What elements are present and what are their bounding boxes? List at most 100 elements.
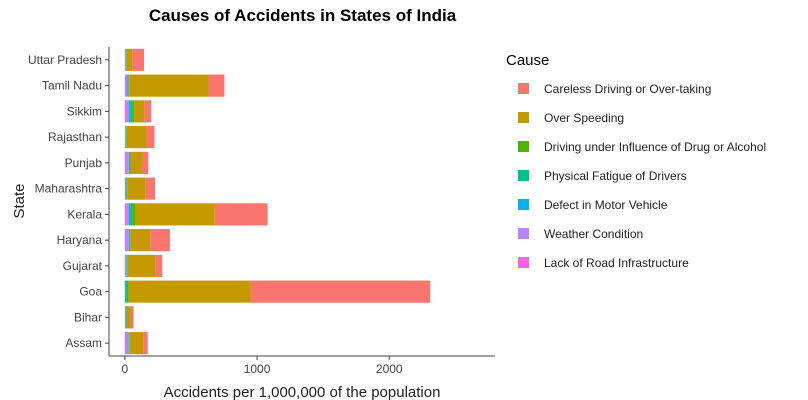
legend-item[interactable]: Defect in Motor Vehicle (506, 190, 766, 219)
bar-assam-series-4 (129, 332, 130, 355)
bar-punjab-series-0 (124, 151, 126, 174)
legend-swatch (518, 199, 529, 210)
y-tick-label: Punjab (65, 156, 103, 170)
legend-swatch (518, 228, 529, 239)
legend-swatch (518, 83, 529, 94)
y-tick-label: Gujarat (63, 259, 103, 273)
bar-uttar-pradesh-series-5 (126, 48, 133, 71)
bar-punjab-series-4 (129, 151, 131, 174)
legend-label: Driving under Influence of Drug or Alcoh… (544, 139, 767, 154)
y-tick-label: Tamil Nadu (42, 79, 102, 93)
bar-tamil-nadu-series-6 (208, 74, 225, 97)
bar-maharashtra-series-4 (126, 177, 128, 200)
bar-punjab-series-5 (130, 151, 143, 174)
x-tick-label: 0 (122, 362, 129, 376)
bar-tamil-nadu-series-1 (125, 74, 128, 97)
bar-assam-series-1 (125, 332, 129, 355)
bar-bihar-series-6 (130, 306, 134, 329)
y-tick-label: Bihar (74, 310, 102, 324)
legend-item[interactable]: Lack of Road Infrastructure (506, 248, 766, 277)
bar-gujarat-series-1 (124, 254, 127, 277)
y-tick-label: Haryana (57, 233, 103, 247)
bar-haryana-series-5 (130, 229, 151, 252)
axes-group: Assam Bihar Goa Gujarat Haryana Kerala Maharas… (28, 47, 495, 376)
legend-item[interactable]: Weather Condition (506, 219, 766, 248)
legend-swatch (518, 257, 529, 268)
y-tick-label: Kerala (67, 207, 102, 221)
bar-punjab-series-6 (142, 151, 149, 174)
bar-kerala-series-5 (135, 203, 215, 226)
bar-tamil-nadu-series-5 (129, 74, 209, 97)
bar-rajasthan-series-4 (126, 126, 127, 149)
bar-punjab-series-2 (128, 151, 130, 174)
legend-label: Careless Driving or Over-taking (544, 81, 712, 96)
legend-item[interactable]: Over Speeding (506, 103, 766, 132)
bar-tamil-nadu-series-0 (124, 74, 126, 97)
chart-title: Causes of Accidents in States of India (148, 6, 457, 25)
bar-uttar-pradesh-series-1 (124, 48, 126, 71)
bar-goa-series-4 (126, 280, 129, 303)
bar-haryana-series-2 (128, 229, 130, 252)
bar-sikkim-series-6 (144, 100, 152, 123)
bar-assam-series-6 (143, 332, 148, 355)
bar-tamil-nadu-series-4 (128, 74, 130, 97)
bar-gujarat-series-6 (155, 254, 163, 277)
bar-haryana-series-0 (124, 229, 126, 252)
bar-assam-series-2 (128, 332, 129, 355)
y-tick-label: Rajasthan (48, 130, 102, 144)
bar-rajasthan-series-6 (146, 126, 155, 149)
legend-label: Weather Condition (544, 226, 644, 241)
x-tick-label: 1000 (244, 362, 271, 376)
legend-swatch (518, 112, 529, 123)
bar-bihar-series-5 (126, 306, 131, 329)
legend-label: Physical Fatigue of Drivers (544, 168, 687, 183)
bar-kerala-series-2 (128, 203, 131, 226)
x-axis-title: Accidents per 1,000,000 of the populatio… (164, 384, 441, 400)
bar-goa-series-6 (250, 280, 431, 303)
bar-gujarat-series-4 (127, 254, 128, 277)
bar-bihar-series-4 (126, 306, 127, 329)
legend-swatch (518, 141, 529, 152)
legend-item[interactable]: Driving under Influence of Drug or Alcoh… (506, 132, 766, 161)
bar-goa-series-3 (125, 280, 127, 303)
legend-title: Cause (506, 52, 550, 69)
legend-item[interactable]: Physical Fatigue of Drivers (506, 161, 766, 190)
bar-maharashtra-series-5 (127, 177, 146, 200)
bar-assam-series-0 (124, 332, 126, 355)
bar-uttar-pradesh-series-6 (132, 48, 145, 71)
legend-label: Lack of Road Infrastructure (544, 255, 689, 270)
legend-item[interactable]: Careless Driving or Over-taking (506, 74, 766, 103)
bar-sikkim-series-2 (128, 100, 131, 123)
bar-haryana-series-1 (125, 229, 129, 252)
bar-maharashtra-series-6 (145, 177, 156, 200)
legend-label: Over Speeding (544, 110, 625, 125)
bar-punjab-series-1 (125, 151, 129, 174)
legend-swatch (518, 170, 529, 181)
bar-maharashtra-series-1 (124, 177, 126, 200)
bar-goa-series-2 (124, 280, 126, 303)
bar-kerala-series-4 (132, 203, 136, 226)
y-axis-title: State (11, 183, 28, 218)
x-tick-label: 2000 (376, 362, 403, 376)
bar-goa-series-5 (128, 280, 251, 303)
bar-rajasthan-series-5 (126, 126, 147, 149)
bar-kerala-series-0 (124, 203, 127, 226)
bar-kerala-series-6 (214, 203, 268, 226)
bar-kerala-series-3 (130, 203, 133, 226)
bar-haryana-series-6 (150, 229, 170, 252)
y-tick-label: Goa (79, 285, 102, 299)
bar-kerala-series-1 (126, 203, 129, 226)
legend-items: Careless Driving or Over-taking Over Spee… (506, 74, 766, 277)
legend-label: Defect in Motor Vehicle (544, 197, 668, 212)
bar-uttar-pradesh-series-4 (126, 48, 127, 71)
bar-bihar-series-1 (124, 306, 126, 329)
y-tick-label: Assam (65, 336, 102, 350)
bar-sikkim-series-1 (126, 100, 129, 123)
y-tick-label: Maharashtra (35, 182, 103, 196)
bar-sikkim-series-3 (130, 100, 133, 123)
bar-sikkim-series-4 (132, 100, 135, 123)
bar-maharashtra-series-2 (125, 177, 127, 200)
y-tick-label: Uttar Pradesh (28, 53, 102, 67)
y-tick-label: Sikkim (67, 104, 102, 118)
